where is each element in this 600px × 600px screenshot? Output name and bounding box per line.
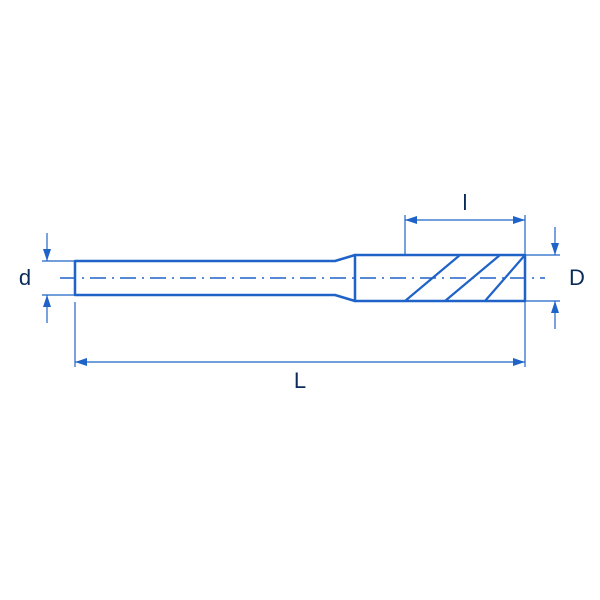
dimension-D: D	[526, 227, 585, 329]
tool-dimension-diagram: L l d D	[0, 0, 600, 600]
dimension-L-label: L	[294, 368, 306, 393]
dimension-D-label: D	[569, 265, 585, 290]
dimension-l: l	[405, 190, 525, 254]
dimension-d-label: d	[19, 265, 31, 290]
dimension-l-label: l	[463, 190, 468, 215]
dimension-L: L	[75, 302, 525, 393]
